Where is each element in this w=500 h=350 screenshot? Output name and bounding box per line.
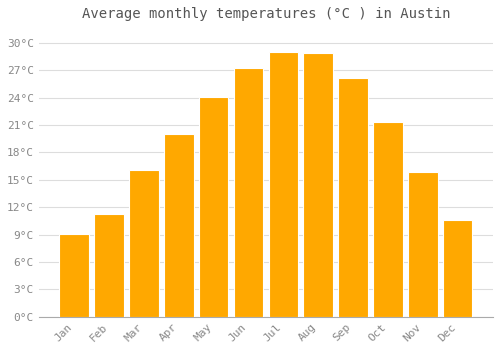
Bar bbox=[268, 52, 298, 317]
Bar bbox=[234, 68, 264, 317]
Bar bbox=[94, 215, 124, 317]
Bar bbox=[164, 134, 194, 317]
Bar bbox=[60, 234, 89, 317]
Bar bbox=[304, 53, 333, 317]
Bar bbox=[443, 220, 472, 317]
Title: Average monthly temperatures (°C ) in Austin: Average monthly temperatures (°C ) in Au… bbox=[82, 7, 450, 21]
Bar bbox=[199, 97, 228, 317]
Bar bbox=[408, 172, 438, 317]
Bar bbox=[338, 78, 368, 317]
Bar bbox=[373, 122, 402, 317]
Bar bbox=[129, 170, 159, 317]
